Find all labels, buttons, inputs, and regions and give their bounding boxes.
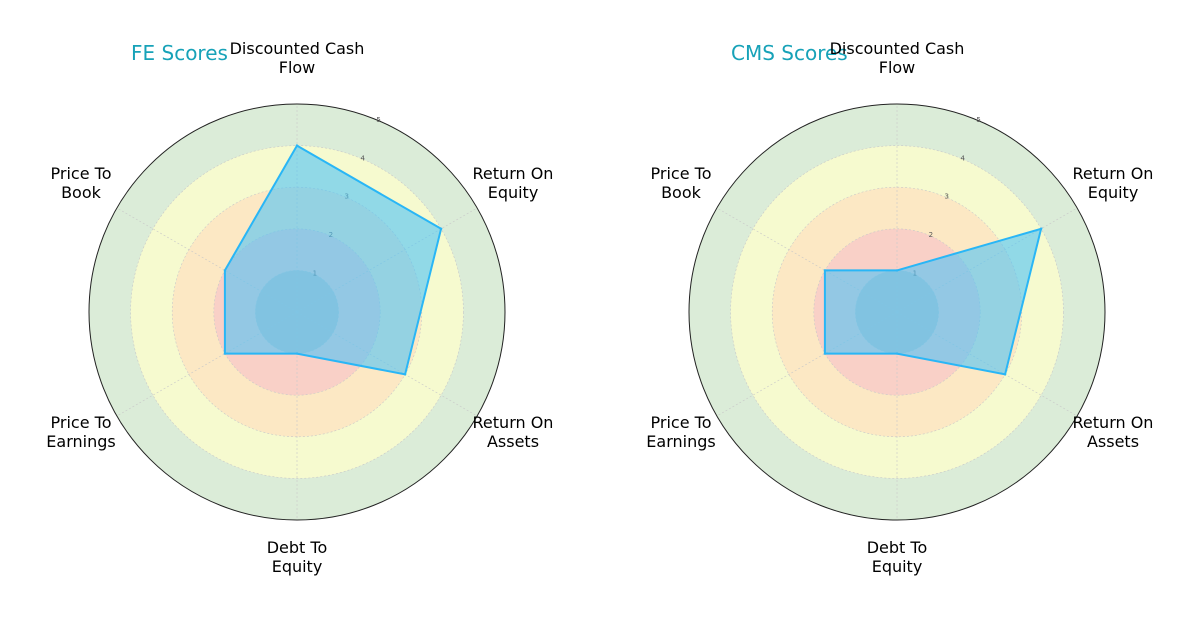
series-point bbox=[295, 352, 299, 355]
category-label: Return On Equity bbox=[1073, 164, 1154, 202]
fe-radar-chart: FE Scores12345Discounted CashFlowReturn … bbox=[46, 39, 553, 576]
category-label: Discounted Cash Flow bbox=[230, 39, 365, 77]
ring-tick-label: 4 bbox=[360, 154, 365, 162]
category-label: Return On Equity bbox=[473, 164, 554, 202]
ring-tick-label: 2 bbox=[929, 231, 933, 239]
spoke-gridline bbox=[116, 311, 298, 417]
chart-title: FE Scores bbox=[131, 41, 228, 65]
series-point bbox=[895, 269, 899, 272]
ring-tick-label: 4 bbox=[960, 154, 965, 162]
category-label: Price To Earnings bbox=[46, 413, 115, 451]
series-point bbox=[1003, 373, 1007, 376]
chart-title: CMS Scores bbox=[731, 41, 848, 65]
ring-tick-label: 5 bbox=[376, 116, 380, 124]
category-label: Return On Assets bbox=[1073, 413, 1154, 451]
series-point bbox=[295, 144, 299, 147]
spoke-gridline bbox=[716, 311, 898, 417]
ring-gridline bbox=[730, 145, 1064, 479]
series-point bbox=[823, 352, 827, 355]
ring-gridline bbox=[130, 145, 464, 479]
outer-circle bbox=[688, 103, 1106, 521]
ring-tick-label: 3 bbox=[945, 193, 949, 201]
category-label: Price To Book bbox=[651, 164, 712, 202]
spoke-gridline bbox=[716, 207, 898, 313]
category-label: Return On Assets bbox=[473, 413, 554, 451]
series-point bbox=[1039, 227, 1043, 230]
category-label: Debt To Equity bbox=[867, 538, 928, 576]
cms-radar-chart: CMS Scores12345Discounted CashFlowReturn… bbox=[646, 39, 1153, 576]
series-point bbox=[223, 352, 227, 355]
spoke-gridline bbox=[116, 207, 298, 313]
ring-tick-label: 5 bbox=[976, 116, 980, 124]
ring-gridline bbox=[771, 186, 1023, 438]
outer-circle bbox=[88, 103, 506, 521]
category-label: Price To Book bbox=[51, 164, 112, 202]
category-label: Price To Earnings bbox=[646, 413, 715, 451]
category-label: Discounted Cash Flow bbox=[830, 39, 965, 77]
series-point bbox=[403, 373, 407, 376]
series-point bbox=[895, 352, 899, 355]
series-point bbox=[223, 269, 227, 272]
series-point bbox=[823, 269, 827, 272]
category-label: Debt To Equity bbox=[267, 538, 328, 576]
series-point bbox=[439, 227, 443, 230]
ring-gridline bbox=[171, 186, 423, 438]
